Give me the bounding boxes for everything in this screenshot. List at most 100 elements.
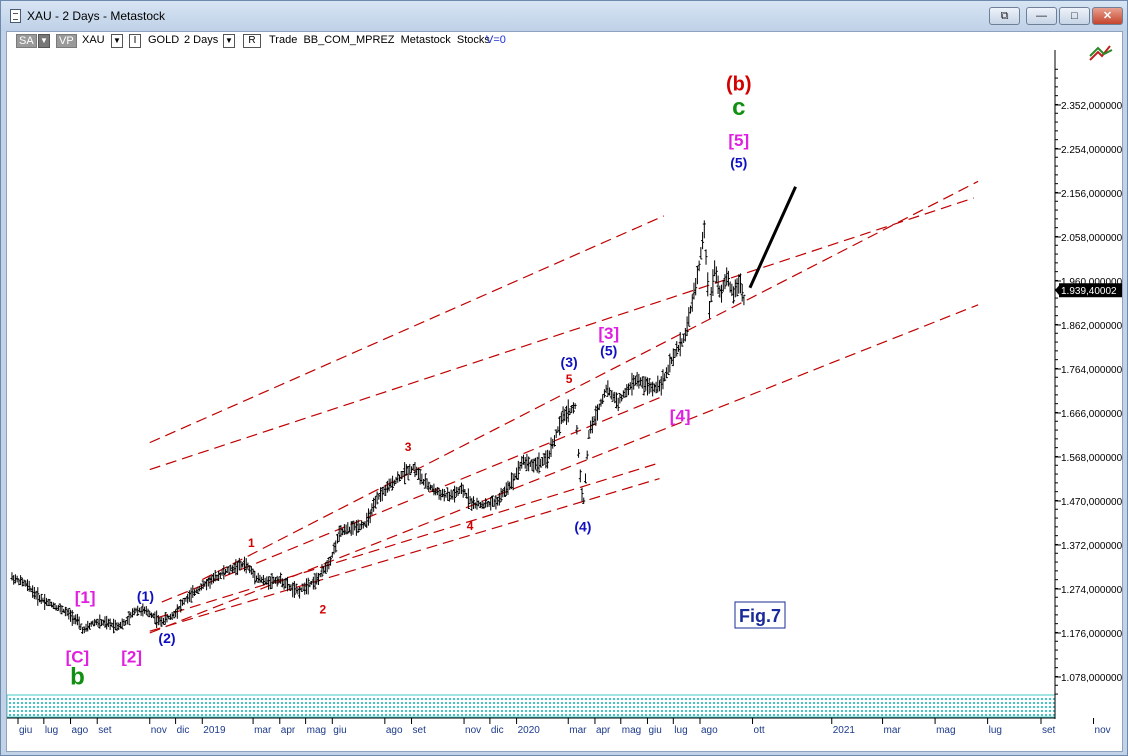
trade-arrows-icon[interactable] (1088, 42, 1114, 64)
volume-band-dot (569, 702, 571, 704)
volume-band-dot (893, 702, 895, 704)
volume-band-dot (785, 702, 787, 704)
volume-band-dot (1053, 710, 1055, 712)
volume-band-dot (297, 706, 299, 708)
volume-band-dot (513, 702, 515, 704)
x-tick-label: dic (491, 725, 504, 736)
volume-band-dot (133, 714, 135, 716)
vp-button[interactable]: VP (56, 34, 77, 48)
volume-band-dot (769, 714, 771, 716)
price-chart[interactable]: 2.352,000000 2.254,000000 2.156,000000 2.05… (7, 32, 1122, 751)
volume-band-dot (961, 714, 963, 716)
volume-band-dot (649, 710, 651, 712)
close-icon[interactable]: ✕ (1092, 7, 1123, 25)
volume-band-dot (705, 698, 707, 700)
volume-band-dot (97, 702, 99, 704)
volume-band-dot (509, 702, 511, 704)
volume-band-dot (477, 702, 479, 704)
restore-icon[interactable]: ⧉ (989, 7, 1020, 25)
volume-band-dot (169, 698, 171, 700)
volume-band-dot (1041, 698, 1043, 700)
volume-band-dot (893, 698, 895, 700)
volume-band-dot (681, 710, 683, 712)
volume-band-dot (349, 714, 351, 716)
i-button[interactable]: I (129, 34, 141, 48)
volume-band-dot (65, 706, 67, 708)
volume-band-dot (753, 710, 755, 712)
volume-band-dot (405, 714, 407, 716)
volume-band-dot (181, 714, 183, 716)
volume-band-dot (669, 702, 671, 704)
period-dropdown-icon[interactable]: ▼ (223, 34, 235, 48)
volume-band-dot (773, 702, 775, 704)
volume-band-dot (277, 698, 279, 700)
volume-band-dot (637, 706, 639, 708)
volume-band-dot (633, 702, 635, 704)
volume-band-dot (421, 702, 423, 704)
volume-band-dot (401, 710, 403, 712)
volume-band-dot (597, 698, 599, 700)
volume-band-dot (977, 710, 979, 712)
r-button[interactable]: R (243, 34, 261, 48)
volume-band-dot (25, 714, 27, 716)
symbol-dropdown-icon[interactable]: ▼ (111, 34, 123, 48)
volume-band-dot (29, 710, 31, 712)
volume-band-dot (205, 714, 207, 716)
volume-band-dot (1045, 698, 1047, 700)
volume-band-dot (697, 698, 699, 700)
volume-band-dot (737, 702, 739, 704)
volume-band-dot (517, 706, 519, 708)
volume-band-dot (849, 710, 851, 712)
volume-band-dot (745, 710, 747, 712)
volume-band-dot (549, 710, 551, 712)
volume-band-dot (749, 706, 751, 708)
volume-band-dot (441, 698, 443, 700)
volume-band-dot (413, 698, 415, 700)
volume-band-dot (1025, 698, 1027, 700)
volume-band-dot (449, 710, 451, 712)
volume-band-dot (573, 706, 575, 708)
volume-band-dot (201, 706, 203, 708)
volume-band-dot (497, 710, 499, 712)
volume-band-dot (865, 714, 867, 716)
volume-band-dot (317, 698, 319, 700)
volume-band-dot (433, 706, 435, 708)
volume-band-dot (657, 706, 659, 708)
volume-band-dot (961, 698, 963, 700)
volume-band-dot (317, 706, 319, 708)
volume-band-dot (749, 714, 751, 716)
volume-band-dot (285, 702, 287, 704)
volume-band-dot (25, 710, 27, 712)
volume-band-dot (869, 702, 871, 704)
volume-band-dot (725, 714, 727, 716)
x-tick-label: giu (333, 725, 346, 736)
minimize-icon[interactable]: — (1026, 7, 1057, 25)
volume-band-dot (409, 706, 411, 708)
volume-band-dot (961, 702, 963, 704)
volume-band-dot (625, 710, 627, 712)
volume-band-dot (989, 706, 991, 708)
volume-band-dot (741, 710, 743, 712)
volume-band-dot (689, 698, 691, 700)
maximize-icon[interactable]: □ (1059, 7, 1090, 25)
volume-band-dot (641, 706, 643, 708)
volume-band-dot (1037, 702, 1039, 704)
volume-band-dot (741, 702, 743, 704)
sa-button[interactable]: SA (16, 34, 37, 48)
volume-band-dot (85, 702, 87, 704)
volume-band-dot (89, 702, 91, 704)
volume-band-dot (1049, 714, 1051, 716)
volume-band-dot (237, 698, 239, 700)
sa-dropdown-icon[interactable]: ▼ (38, 34, 50, 48)
y-tick-label: 2.058,000000 (1061, 233, 1122, 244)
volume-band-dot (457, 698, 459, 700)
volume-band-dot (673, 710, 675, 712)
title-bar[interactable]: XAU - 2 Days - Metastock ⧉ — □ ✕ (1, 1, 1127, 31)
volume-band-dot (541, 702, 543, 704)
volume-band-dot (93, 698, 95, 700)
volume-band-dot (465, 706, 467, 708)
volume-band-dot (437, 714, 439, 716)
volume-band-dot (225, 702, 227, 704)
volume-band-dot (317, 702, 319, 704)
